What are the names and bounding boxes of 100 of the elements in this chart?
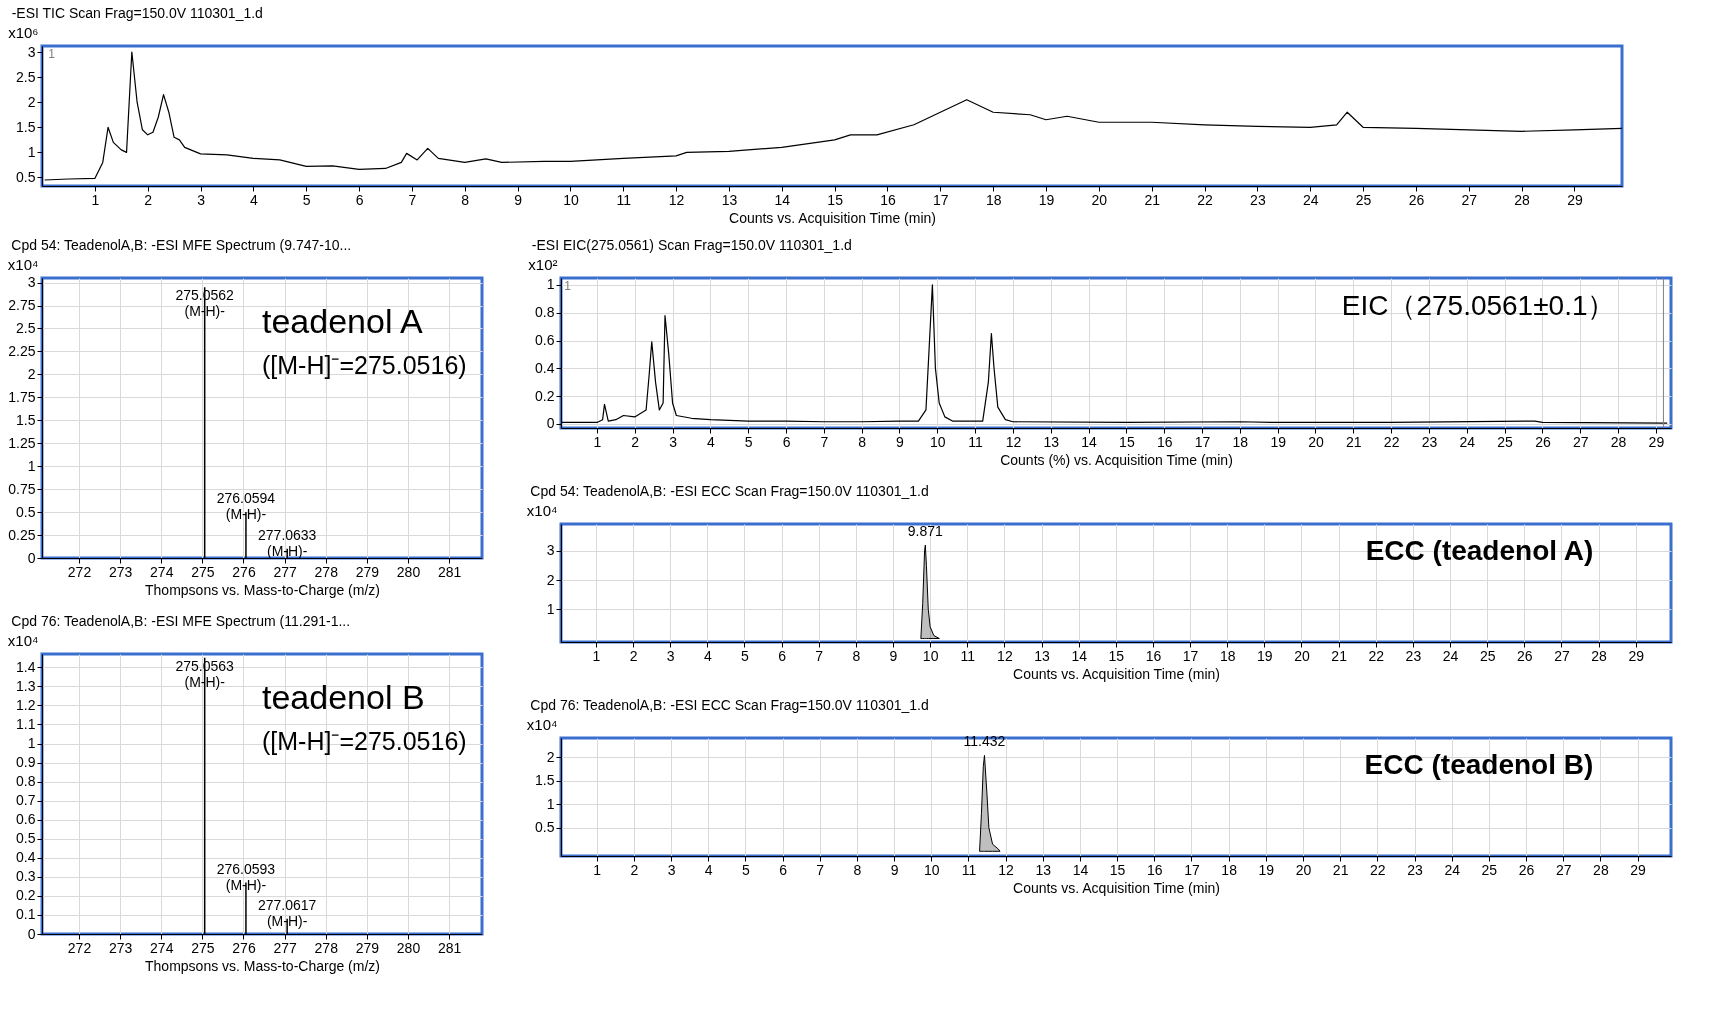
x-tick-label: 11 — [616, 191, 632, 208]
y-tick-label: 3 — [27, 274, 36, 291]
y-tick-label: 1.25 — [8, 434, 36, 451]
x-tick-label: 10 — [923, 861, 940, 878]
x-tick-label: 5 — [744, 433, 753, 450]
x-tick-label: 15 — [1108, 647, 1125, 664]
y-tick-label: 0.5 — [16, 168, 36, 185]
x-tick-label: 1 — [593, 861, 602, 878]
chart-title: -ESI TIC Scan Frag=150.0V 110301_1.d — [11, 5, 263, 21]
y-tick-label: 0.4 — [535, 359, 555, 376]
x-tick-label: 7 — [816, 861, 825, 878]
y-tick-label: 1.3 — [16, 677, 36, 694]
y-tick-label: 2.5 — [16, 68, 36, 85]
chart-title: Cpd 54: TeadenolA,B: -ESI MFE Spectrum (9.747-10... — [11, 237, 352, 253]
x-tick-label: 24 — [1459, 433, 1476, 450]
x-tick-label: 4 — [704, 861, 713, 878]
x-tick-label: 26 — [1535, 433, 1551, 450]
y-tick-label: 1 — [546, 600, 555, 617]
y-tick-label: 1.4 — [16, 658, 36, 675]
x-tick-label: 24 — [1302, 191, 1319, 208]
x-tick-label: 5 — [741, 647, 750, 664]
y-axis-title: x10² — [528, 255, 558, 273]
y-tick-label: 0 — [27, 925, 36, 942]
x-tick-label: 19 — [1038, 191, 1055, 208]
x-tick-label: 3 — [667, 861, 676, 878]
x-tick-label: 28 — [1514, 191, 1531, 208]
x-tick-label: 277 — [273, 563, 298, 580]
y-tick-label: 0.4 — [16, 849, 36, 866]
x-tick-label: 2 — [631, 433, 640, 450]
y-tick-label: 0.8 — [535, 304, 555, 321]
x-tick-label: 14 — [1081, 433, 1098, 450]
y-tick-label: 1 — [546, 276, 555, 293]
y-tick-label: 1 — [27, 457, 36, 474]
x-axis-title: Counts vs. Acquisition Time (min) — [1013, 665, 1220, 682]
x-tick-label: 27 — [1461, 191, 1478, 208]
x-tick-label: 29 — [1567, 191, 1583, 208]
chart-title: -ESI EIC(275.0561) Scan Frag=150.0V 110301_1.d — [531, 237, 852, 253]
x-tick-label: 20 — [1295, 861, 1312, 878]
annotation: teadenol B — [262, 678, 425, 716]
y-tick-label: 2.25 — [8, 342, 36, 359]
x-tick-label: 10 — [563, 191, 579, 208]
x-tick-label: 280 — [396, 939, 421, 956]
x-tick-label: 9 — [514, 191, 523, 208]
annotation: 276.0594 (M-H)- — [216, 490, 276, 523]
annotation: ([M-H]⁻=275.0516) — [262, 726, 467, 755]
x-tick-label: 23 — [1421, 433, 1438, 450]
x-tick-label: 17 — [933, 191, 949, 208]
annotation: teadenol A — [262, 302, 424, 340]
x-tick-label: 29 — [1628, 647, 1645, 664]
x-tick-label: 273 — [108, 939, 133, 956]
x-tick-label: 8 — [853, 861, 862, 878]
y-tick-label: 0.7 — [16, 792, 36, 809]
x-tick-label: 18 — [1219, 647, 1236, 664]
x-tick-label: 7 — [820, 433, 829, 450]
x-tick-label: 11 — [961, 861, 977, 878]
x-tick-label: 280 — [396, 563, 421, 580]
x-tick-label: 25 — [1355, 191, 1372, 208]
x-tick-label: 1 — [593, 433, 602, 450]
chart-title: Cpd 76: TeadenolA,B: -ESI ECC Scan Frag=150.0V 110301_1.d — [530, 697, 929, 713]
x-tick-label: 23 — [1250, 191, 1266, 208]
x-tick-label: 21 — [1331, 647, 1348, 664]
x-tick-label: 13 — [1034, 647, 1051, 664]
x-tick-label: 20 — [1091, 191, 1108, 208]
x-tick-label: 22 — [1383, 433, 1400, 450]
annotation: 277.0617 (M-H)- — [257, 896, 317, 929]
x-tick-label: 1 — [592, 647, 601, 664]
x-tick-label: 23 — [1405, 647, 1422, 664]
x-tick-label: 16 — [1147, 861, 1163, 878]
y-axis-title: x10⁴ — [7, 631, 39, 649]
x-tick-label: 15 — [827, 191, 844, 208]
x-tick-label: 27 — [1554, 647, 1570, 664]
y-tick-label: 0.2 — [535, 387, 555, 404]
chart-title: Cpd 76: TeadenolA,B: -ESI MFE Spectrum (11.291-1... — [11, 613, 351, 629]
x-tick-label: 24 — [1442, 647, 1459, 664]
y-tick-label: 1.1 — [16, 715, 36, 732]
x-tick-label: 8 — [858, 433, 867, 450]
y-tick-label: 1.5 — [16, 118, 36, 135]
x-tick-label: 6 — [779, 861, 788, 878]
x-tick-label: 27 — [1555, 861, 1572, 878]
x-tick-label: 17 — [1194, 433, 1211, 450]
x-tick-label: 273 — [108, 563, 133, 580]
x-tick-label: 15 — [1109, 861, 1126, 878]
x-tick-label: 277 — [273, 939, 298, 956]
x-tick-label: 7 — [815, 647, 824, 664]
line-series — [44, 51, 1622, 181]
y-axis-title: x10⁴ — [7, 255, 39, 273]
chart-title: Cpd 54: TeadenolA,B: -ESI ECC Scan Frag=150.0V 110301_1.d — [530, 483, 929, 499]
x-tick-label: 26 — [1408, 191, 1425, 208]
x-tick-label: 278 — [314, 563, 339, 580]
y-tick-label: 0.5 — [535, 819, 555, 836]
x-tick-label: 19 — [1257, 647, 1273, 664]
y-tick-label: 0.75 — [8, 480, 36, 497]
y-tick-label: 1 — [27, 735, 36, 752]
x-tick-label: 26 — [1518, 861, 1535, 878]
annotation: 1 — [48, 46, 56, 61]
x-tick-label: 11 — [968, 433, 984, 450]
annotation: 276.0593 (M-H)- — [216, 860, 276, 893]
x-tick-label: 18 — [1232, 433, 1249, 450]
x-tick-label: 2 — [144, 191, 153, 208]
annotation: ECC (teadenol B) — [1364, 749, 1594, 781]
